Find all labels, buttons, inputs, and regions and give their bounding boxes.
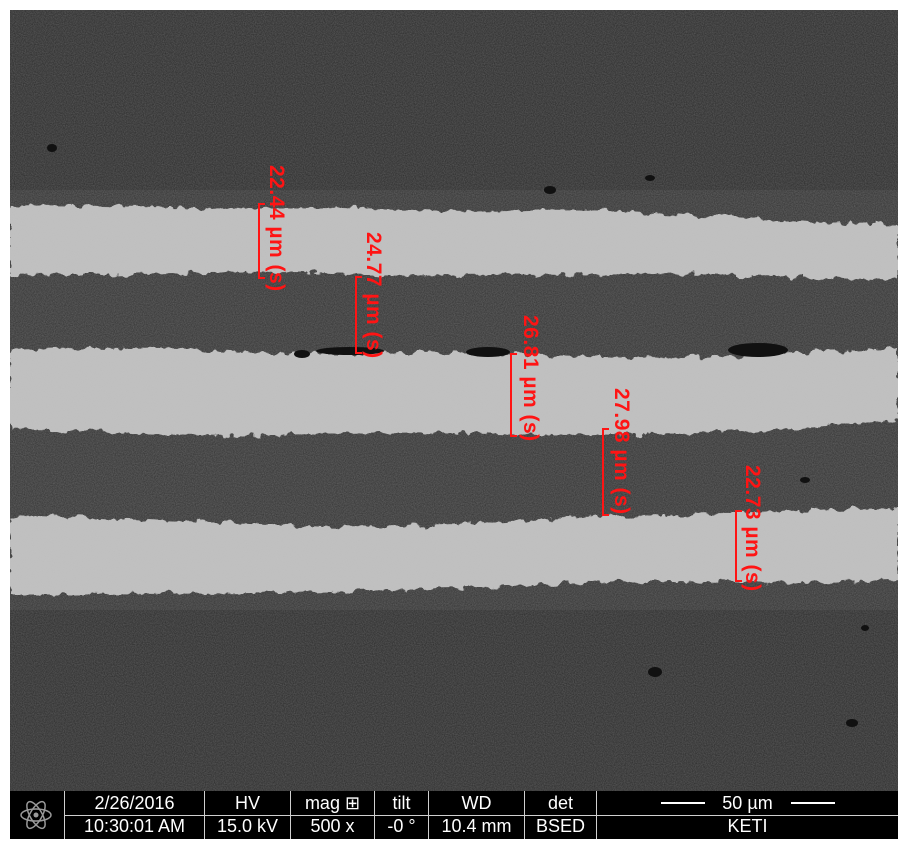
hv-label: HV [234,793,260,813]
tilt-label: tilt [392,793,411,813]
measurement-label: 22.44 µm (s) [265,165,288,292]
wd-cell: WD 10.4 mm [428,791,524,839]
scale-bar-left [661,802,705,804]
measurement-bar [258,203,265,279]
logo-cell [10,791,64,839]
measurement-bar [602,428,609,516]
measurement-label: 22.73 µm (s) [741,465,764,592]
time-value: 10:30:01 AM [65,815,204,836]
measurement-bar [735,510,742,582]
hv-value: 15.0 kV [205,815,290,836]
sem-databar: 2/26/2016 10:30:01 AM HV 15.0 kV mag ⊞ 5… [10,791,898,839]
mag-cell: mag ⊞ 500 x [290,791,374,839]
institution-label: KETI [597,815,898,836]
sem-frame: 22.44 µm (s) 24.77 µm (s) 26.81 µm (s) 2… [10,10,898,839]
scale-bar-right [791,802,835,804]
tilt-cell: tilt -0 ° [374,791,428,839]
fei-atom-logo-icon [20,800,52,830]
measurement-bar [355,276,362,354]
hv-cell: HV 15.0 kV [204,791,290,839]
det-value: BSED [525,815,596,836]
date-value: 2/26/2016 [94,793,175,813]
measurement-label: 24.77 µm (s) [362,232,385,359]
sem-micrograph [10,10,898,791]
det-label: det [547,793,574,813]
tilt-value: -0 ° [375,815,428,836]
scale-label: 50 µm [722,793,773,813]
mag-label: mag ⊞ [304,793,361,813]
measurement-label: 26.81 µm (s) [519,315,542,442]
measurement-bar [510,353,517,437]
wd-value: 10.4 mm [429,815,524,836]
det-cell: det BSED [524,791,596,839]
scale-cell: 50 µm KETI [596,791,898,839]
measurement-label: 27.98 µm (s) [610,388,633,515]
wd-label: WD [461,793,492,813]
date-time-cell: 2/26/2016 10:30:01 AM [64,791,204,839]
mag-value: 500 x [291,815,374,836]
